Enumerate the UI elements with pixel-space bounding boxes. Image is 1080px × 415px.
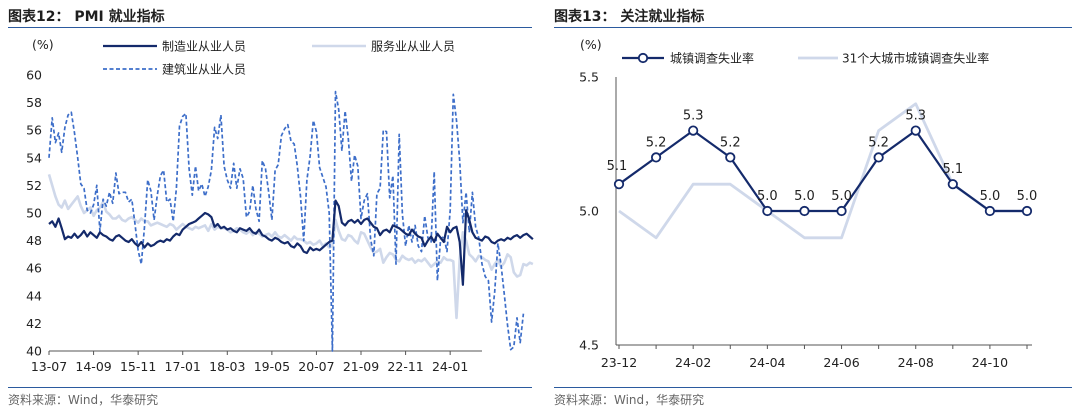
data-point-marker (947, 179, 958, 190)
y-tick-label: 60 (26, 68, 42, 83)
data-point-marker (613, 179, 625, 190)
series-line-services (47, 174, 534, 320)
data-point-marker (688, 125, 699, 136)
legend-label: 制造业从业人员 (162, 40, 246, 54)
y-tick-label: 46 (26, 261, 42, 276)
x-tick-label: 18-03 (209, 359, 245, 374)
x-tick-label: 23-12 (601, 355, 637, 370)
y-tick-label: 5.0 (579, 204, 599, 219)
data-label: 5.0 (757, 189, 778, 204)
legend-label: 31个大城市城镇调查失业率 (842, 51, 989, 66)
data-label: 5.3 (905, 109, 926, 124)
data-label: 5.1 (607, 159, 628, 174)
data-label: 5.2 (646, 135, 667, 150)
right-chart-panel: 图表13： 关注就业指标 4.5 5.0 5.5 (%) 23-12 24-02 24-04… (546, 0, 1080, 415)
data-label: 5.0 (980, 189, 1001, 204)
series-line-urban (618, 129, 1027, 213)
y-tick-label: 40 (26, 344, 42, 359)
legend-marker (637, 52, 649, 64)
x-tick-label: 21-09 (343, 359, 379, 374)
left-bottom-rule (8, 387, 532, 388)
pmi-employment-chart: 40 42 44 46 48 50 52 54 56 58 60 (%) 13-07 14-09 15-11… (26, 37, 534, 374)
data-point-marker (910, 125, 921, 136)
data-label: 5.0 (831, 189, 852, 204)
data-point-marker (836, 205, 847, 217)
series-line-construction (48, 90, 525, 352)
x-tick-label: 24-04 (749, 355, 785, 370)
y-tick-label: 56 (26, 123, 42, 138)
right-chart-title: 图表13： 关注就业指标 (554, 9, 705, 25)
data-point-marker (762, 205, 773, 217)
x-tick-label: 24-08 (898, 355, 934, 370)
y-tick-label: 42 (26, 316, 42, 331)
x-tick-label: 19-05 (254, 359, 290, 374)
y-tick-label: 58 (26, 95, 42, 110)
left-top-rule (8, 27, 532, 28)
data-point-marker (650, 152, 662, 163)
x-tick-label: 24-01 (432, 359, 468, 374)
left-chart-panel: 图表12： PMI 就业指标 40 42 44 46 48 50 52 54 56 58 60 (%)… (8, 9, 534, 407)
left-chart-title: 图表12： PMI 就业指标 (8, 9, 165, 25)
data-label: 5.1 (942, 162, 963, 177)
data-label: 5.2 (720, 135, 741, 150)
x-tick-label: 20-07 (298, 359, 334, 374)
series-line-manufacturing (48, 199, 534, 286)
right-top-rule (554, 27, 1072, 28)
y-axis-unit: (%) (580, 37, 602, 52)
data-point-marker (725, 152, 736, 163)
data-label: 5.2 (868, 135, 889, 150)
x-tick-label: 17-01 (165, 359, 201, 374)
x-tick-label: 15-11 (120, 359, 156, 374)
data-label: 5.0 (794, 189, 815, 204)
y-tick-label: 54 (26, 150, 42, 165)
x-tick-label: 14-09 (75, 359, 111, 374)
data-point-marker (873, 152, 884, 163)
legend-label: 城镇调查失业率 (670, 51, 754, 66)
x-tick-label: 22-11 (387, 359, 423, 374)
data-label: 5.3 (683, 109, 704, 124)
y-tick-label: 50 (26, 206, 42, 221)
data-point-marker (984, 205, 996, 217)
y-axis-unit: (%) (32, 37, 54, 52)
x-tick-label: 13-07 (31, 359, 67, 374)
x-tick-label: 24-02 (675, 355, 711, 370)
right-bottom-rule (554, 387, 1072, 388)
unemployment-chart: 4.5 5.0 5.5 (%) 23-12 24-02 24-04 24-06 24-08 24-… (579, 37, 1038, 370)
data-point-marker (1021, 205, 1033, 217)
y-tick-label: 4.5 (579, 338, 599, 353)
y-tick-label: 44 (26, 288, 42, 303)
left-source-note: 资料来源：Wind，华泰研究 (8, 393, 159, 407)
right-source-note: 资料来源：Wind，华泰研究 (554, 393, 705, 407)
y-tick-label: 52 (26, 178, 42, 193)
x-tick-label: 24-06 (823, 355, 859, 370)
legend-label: 服务业从业人员 (371, 39, 455, 54)
x-tick-label: 24-10 (972, 355, 1008, 370)
y-tick-label: 5.5 (579, 70, 599, 85)
y-tick-label: 48 (26, 233, 42, 248)
series-line-31-cities (618, 102, 1027, 240)
legend-label: 建筑业从业人员 (162, 62, 246, 77)
data-point-marker (799, 205, 810, 217)
data-label: 5.0 (1017, 189, 1038, 204)
